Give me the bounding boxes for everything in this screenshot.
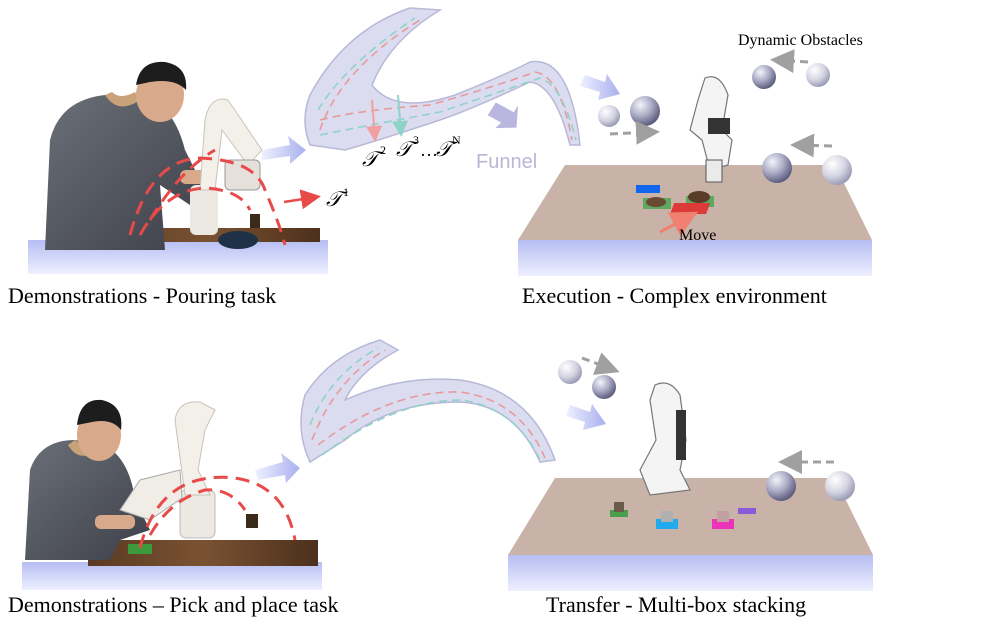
obstacle-sphere-4 <box>806 63 830 87</box>
person-jacket <box>45 95 205 250</box>
transfer-purple-pad <box>738 508 756 514</box>
robot-base <box>190 185 218 235</box>
transfer-box-2 <box>661 511 673 522</box>
bottom-funnel-teal-dash-1 <box>309 347 379 426</box>
obstacle-sphere-1 <box>598 105 620 127</box>
top-funnel-red-dash-2 <box>319 71 573 141</box>
dynamic-obstacles-label: Dynamic Obstacles <box>738 32 863 49</box>
move-arrow <box>659 211 698 237</box>
pp-cup <box>246 514 258 528</box>
pp-robot-upper-arm <box>174 401 216 496</box>
demo-trajectory-outer <box>128 156 287 246</box>
tau1-arrow <box>283 189 321 210</box>
bottom-funnel-red-dash-2 <box>317 391 546 459</box>
flow-arrow-bottom-left <box>255 453 300 483</box>
tauN-superscript: N <box>452 133 461 147</box>
pp-base-platform <box>22 562 322 590</box>
transfer-obstacle-3 <box>766 471 796 501</box>
flow-arrow-bottom-right <box>566 404 606 430</box>
funnel-label: Funnel <box>476 151 537 173</box>
tau1-label: 𝒯 1 <box>326 185 349 211</box>
transfer-scene <box>508 352 873 591</box>
caption-multi-box-stacking: Transfer - Multi-box stacking <box>546 592 806 617</box>
bottom-funnel <box>300 339 557 464</box>
transfer-magenta-pad <box>712 519 734 529</box>
tau1-superscript: 1 <box>343 185 349 199</box>
flow-arrow-top-left <box>262 136 306 164</box>
exec-red-pad <box>670 203 711 214</box>
tau2-superscript: 2 <box>380 143 386 157</box>
caption-complex-environment: Execution - Complex environment <box>522 283 827 308</box>
exec-robot-joint <box>708 118 730 134</box>
caption-pouring-task: Demonstrations - Pouring task <box>8 283 276 308</box>
tau-ellipsis: … <box>420 140 438 160</box>
obstacle-sphere-2 <box>630 96 660 126</box>
transfer-obstacle-arrow-1 <box>581 352 620 375</box>
transfer-obstacle-2 <box>592 375 616 399</box>
transfer-obstacle-1 <box>558 360 582 384</box>
exec-robot-gripper <box>705 159 723 183</box>
funnel-down-arrow <box>487 102 519 129</box>
pp-person-jacket <box>25 440 150 560</box>
pp-robot-forearm <box>119 469 183 521</box>
obstacle-motion-arrow-1 <box>609 120 660 145</box>
transfer-table-side <box>508 555 873 591</box>
person-hood-trim <box>105 92 140 107</box>
tau-labels: 𝒯 2 𝒯 3 … 𝒯 N <box>362 133 461 171</box>
transfer-cyan-pad <box>656 519 678 529</box>
transfer-robot-joint <box>676 410 686 460</box>
caption-pick-and-place: Demonstrations – Pick and place task <box>8 592 339 617</box>
top-funnel-red-dash-1 <box>319 19 421 131</box>
execution-scene <box>518 49 872 276</box>
robot-gripper <box>224 159 261 191</box>
obstacle-motion-arrow-3 <box>790 133 833 158</box>
tau2-pointer <box>366 99 383 142</box>
top-funnel-teal-dash-1 <box>317 17 416 111</box>
exec-bowl-left <box>646 197 666 207</box>
pouring-demo-photo <box>28 61 328 274</box>
pick-place-demo-photo <box>22 399 322 590</box>
bottom-funnel-red-dash-1 <box>311 349 386 441</box>
person-hair <box>136 61 187 90</box>
transfer-box-3 <box>717 511 729 522</box>
obstacle-sphere-6 <box>822 155 852 185</box>
exec-bowl-right <box>688 191 710 203</box>
move-label: Move <box>679 227 716 244</box>
tau3-pointer <box>392 94 409 137</box>
pp-trajectory-inner <box>148 488 247 536</box>
bottom-funnel-tube <box>300 339 557 464</box>
transfer-box-1 <box>614 502 624 512</box>
bowl <box>218 231 258 249</box>
pp-person-hands <box>95 515 135 529</box>
pp-person-hair <box>77 399 122 430</box>
pp-wooden-table <box>88 540 318 566</box>
top-funnel-teal-dash-2 <box>319 77 577 141</box>
transfer-table-top <box>508 478 873 555</box>
top-funnel <box>304 7 581 151</box>
exec-table-side <box>518 240 872 276</box>
cup <box>250 214 260 228</box>
obstacle-sphere-5 <box>762 153 792 183</box>
pp-green-block <box>128 544 152 554</box>
robot-arm <box>199 98 263 191</box>
tau3-superscript: 3 <box>413 133 419 147</box>
transfer-green-pad <box>610 510 628 517</box>
obstacle-motion-arrow-2 <box>770 49 809 74</box>
obstacle-sphere-3 <box>752 65 776 89</box>
exec-blue-pad <box>636 185 660 193</box>
demo-trajectory-mid <box>148 148 216 221</box>
transfer-obstacle-4 <box>825 471 855 501</box>
flow-arrow-top-right <box>580 74 620 100</box>
